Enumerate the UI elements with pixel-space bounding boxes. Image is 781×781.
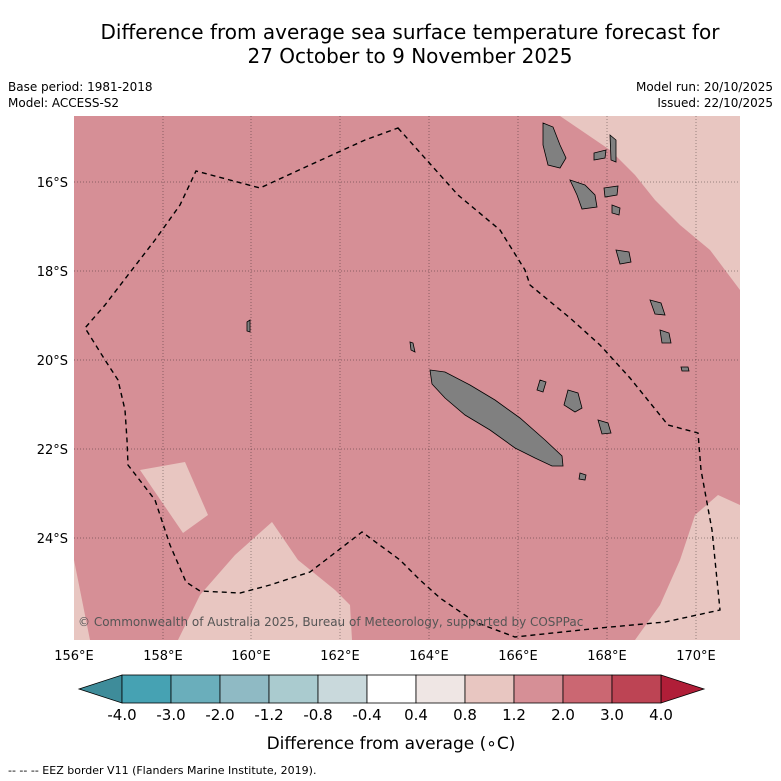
colorbar-bin [219,674,270,704]
graticule [74,116,740,640]
latitude-labels: 16°S 18°S 20°S 22°S 24°S [37,176,68,547]
base-period: Base period: 1981-2018 [8,80,153,94]
colorbar-bin [415,674,466,704]
anomaly-band-1-2 [74,116,740,640]
colorbar-tick-label: -0.8 [303,706,332,724]
colorbar-bin [366,674,417,704]
vanuatu-malakula [569,179,598,210]
belep-islands [409,341,416,353]
copyright-notice: © Commonwealth of Australia 2025, Bureau… [78,615,583,629]
lat-label: 16°S [37,176,68,191]
colorbar-tick-label: 2.0 [551,706,575,724]
new-caledonia-island [429,369,564,467]
vanuatu-espiritu-santo [542,122,567,169]
anomaly-band-0.8-1.2-south [178,522,352,640]
colorbar-tick-label: -2.0 [205,706,234,724]
loyalty-island-mare [597,419,612,435]
colorbar-high-extension [660,674,706,704]
loyalty-island-lifou [563,389,583,413]
colorbar: -4.0 -3.0 -2.0 -1.2 -0.8 -0.4 0.4 0.8 1.2 2.0 3.0 4… [77,674,706,724]
lon-label: 166°E [498,649,538,664]
lon-label: 156°E [54,649,94,664]
colorbar-tick-label: 0.8 [453,706,477,724]
colorbar-title: Difference from average (∘C) [267,734,516,754]
landmasses [246,122,690,481]
vanuatu-ambrym [603,185,619,198]
lat-label: 24°S [37,532,68,547]
issued-date: Issued: 22/10/2025 [657,96,773,110]
vanuatu-erromango [649,299,666,316]
isle-of-pines [578,472,587,481]
colorbar-tick-label: -0.4 [352,706,381,724]
model-run: Model run: 20/10/2025 [635,80,773,94]
colorbar-tick-label: -3.0 [156,706,185,724]
anomaly-band-0.8-1.2-sw [74,560,90,640]
colorbar-bin [464,674,515,704]
vanuatu-tanna [659,329,672,344]
loyalty-island-ouvea [536,379,547,393]
lon-label: 158°E [143,649,183,664]
colorbar-bin [513,674,564,704]
anomaly-band-0.8-1.2-se [635,495,740,640]
map-title-line2: 27 October to 9 November 2025 [247,44,573,68]
lon-label: 162°E [320,649,360,664]
colorbar-bin [611,674,662,704]
map-title-line1: Difference from average sea surface temp… [100,20,720,44]
colorbar-bin [562,674,613,704]
colorbar-bin [317,674,368,704]
longitude-labels: 156°E 158°E 160°E 162°E 164°E 166°E 168°… [54,649,716,664]
colorbar-tick-label: 4.0 [649,706,673,724]
lon-label: 168°E [587,649,627,664]
lat-label: 22°S [37,443,68,458]
colorbar-bin [268,674,319,704]
colorbar-tick-label: 3.0 [600,706,624,724]
map-panel: © Commonwealth of Australia 2025, Bureau… [74,116,740,640]
chesterfield-islet [246,319,251,333]
vanuatu-maewo [593,149,607,161]
colorbar-tick-label: -4.0 [107,706,136,724]
anomaly-band-0.8-1.2-west [140,462,208,533]
colorbar-tick-label: 0.4 [404,706,428,724]
colorbar-bin [170,674,221,704]
vanuatu-efate [615,249,632,265]
eez-legend-note: -- -- -- EEZ border V11 (Flanders Marine… [8,764,317,777]
anomaly-band-0.8-1.2-ne [560,116,740,290]
colorbar-low-extension [77,674,123,704]
lon-label: 160°E [231,649,271,664]
colorbar-tick-label: 1.2 [502,706,526,724]
lon-label: 170°E [676,649,716,664]
lat-label: 18°S [37,265,68,280]
lon-label: 164°E [409,649,449,664]
vanuatu-aneityum [680,366,690,372]
vanuatu-epi [611,204,621,216]
vanuatu-pentecost [609,134,617,163]
colorbar-tick-label: -1.2 [254,706,283,724]
eez-border [84,127,721,638]
lat-label: 20°S [37,354,68,369]
model-name: Model: ACCESS-S2 [8,96,120,110]
colorbar-bin [121,674,172,704]
